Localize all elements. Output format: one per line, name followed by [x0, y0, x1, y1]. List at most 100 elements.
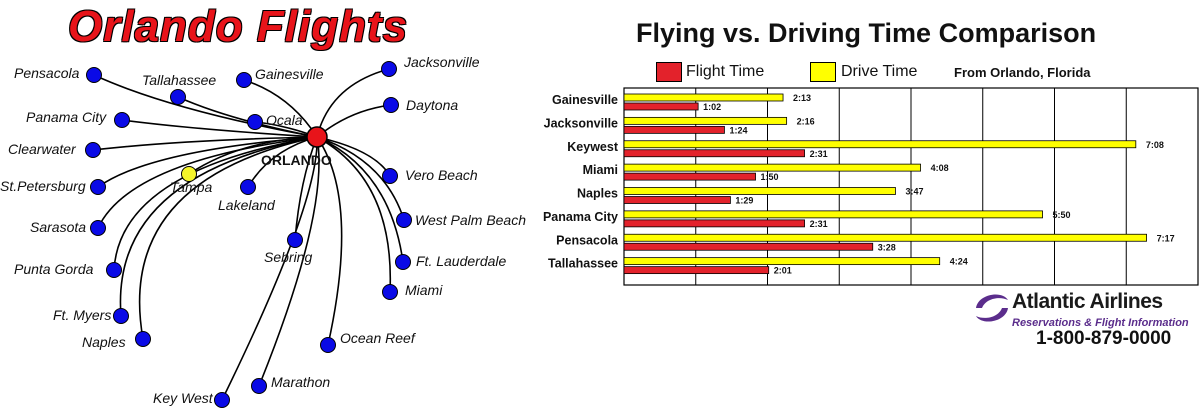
bar-drive-gainesville [623, 93, 784, 102]
bar-drive-tallahassee [623, 257, 941, 266]
city-label-miami: Miami [405, 282, 443, 298]
bar-drive-naples [623, 187, 896, 195]
city-marker-jacksonville [381, 61, 397, 77]
city-label-lakeland: Lakeland [218, 197, 276, 213]
route-line-ocean-reef [316, 136, 343, 346]
bar-flight-gainesville [623, 102, 699, 111]
data-label-flight-gainesville: 1:02 [703, 102, 721, 112]
route-line-st-petersburg [97, 136, 318, 188]
data-label-flight-miami: 1:50 [761, 172, 779, 182]
route-line-jacksonville [316, 68, 390, 138]
route-line-punta-gorda [113, 136, 318, 271]
category-label-keywest: Keywest [567, 140, 619, 154]
city-label-panama-city: Panama City [26, 109, 107, 125]
city-label-ft-lauderdale: Ft. Lauderdale [416, 253, 506, 269]
city-marker-st-petersburg [90, 179, 106, 195]
bar-drive-pensacola [623, 233, 1147, 242]
bar-drive-keywest [623, 140, 1137, 149]
legend-label-flight: Flight Time [686, 63, 765, 80]
data-label-flight-panama-city: 2:31 [810, 219, 828, 229]
hub-marker-orlando [306, 126, 328, 148]
hub-label: ORLANDO [261, 152, 332, 168]
city-marker-daytona [383, 97, 399, 113]
city-marker-ocean-reef [320, 337, 336, 353]
data-label-drive-gainesville: 2:13 [793, 93, 811, 103]
bar-flight-panama-city [623, 219, 805, 228]
data-label-drive-miami: 4:08 [931, 163, 949, 173]
brand-name: Atlantic Airlines [1012, 290, 1163, 313]
city-marker-sebring [287, 232, 303, 248]
city-label-key-west: Key West [153, 390, 214, 406]
city-marker-lakeland [240, 179, 256, 195]
city-marker-gainesville [236, 72, 252, 88]
bar-drive-panama-city [623, 210, 1043, 219]
city-label-sebring: Sebring [264, 249, 312, 265]
route-line-sarasota [97, 136, 318, 229]
route-line-ft-myers [119, 136, 318, 317]
city-label-ft-myers: Ft. Myers [53, 307, 111, 323]
category-label-gainesville: Gainesville [552, 93, 618, 107]
data-label-drive-naples: 3:47 [905, 187, 923, 197]
city-label-ocala: Ocala [266, 112, 303, 128]
bar-chart: Gainesville 2:13 1:02 Jacksonville 2:16 1:24 K… [543, 87, 1199, 286]
brand-tagline: Reservations & Flight Information [1012, 317, 1189, 329]
category-label-miami: Miami [583, 163, 618, 177]
route-line-panama-city [121, 119, 318, 138]
city-marker-punta-gorda [106, 262, 122, 278]
data-label-drive-panama-city: 5:50 [1053, 210, 1071, 220]
chart-subtitle: From Orlando, Florida [954, 65, 1091, 80]
city-label-daytona: Daytona [406, 97, 458, 113]
city-marker-pensacola [86, 67, 102, 83]
city-marker-key-west [214, 392, 230, 408]
city-label-naples: Naples [82, 334, 126, 350]
city-label-clearwater: Clearwater [8, 141, 77, 157]
city-markers: Pensacola Tallahassee Gainesville Jacksonvi… [0, 54, 526, 408]
data-label-drive-keywest: 7:08 [1146, 140, 1164, 150]
route-line-clearwater [92, 136, 318, 151]
bar-flight-miami [623, 172, 756, 181]
bar-flight-naples [623, 196, 731, 204]
city-marker-clearwater [85, 142, 101, 158]
route-line-ft-lauderdale [316, 136, 404, 263]
city-marker-vero-beach [382, 168, 398, 184]
chart-title: Flying vs. Driving Time Comparison [636, 18, 1097, 48]
data-label-drive-tallahassee: 4:24 [950, 257, 968, 267]
legend-swatch-drive [810, 62, 836, 82]
city-label-pensacola: Pensacola [14, 65, 80, 81]
city-marker-naples [135, 331, 151, 347]
data-label-flight-pensacola: 3:28 [878, 242, 896, 252]
city-marker-sarasota [90, 220, 106, 236]
brand-block: Atlantic Airlines Reservations & Flight … [972, 290, 1197, 350]
route-line-west-palm-beach [316, 136, 405, 221]
data-label-drive-pensacola: 7:17 [1157, 233, 1175, 243]
city-marker-tampa [181, 166, 197, 182]
data-label-flight-jacksonville: 1:24 [729, 125, 747, 135]
city-label-vero-beach: Vero Beach [405, 167, 478, 183]
city-marker-west-palm-beach [396, 212, 412, 228]
bar-drive-miami [623, 163, 921, 172]
category-label-panama-city: Panama City [543, 210, 618, 224]
city-label-marathon: Marathon [271, 374, 330, 390]
city-label-sarasota: Sarasota [30, 219, 86, 235]
legend-label-drive: Drive Time [841, 63, 918, 80]
map-title: Orlando Flights [68, 2, 409, 51]
category-label-naples: Naples [577, 187, 618, 201]
city-marker-miami [382, 284, 398, 300]
city-label-tallahassee: Tallahassee [142, 72, 216, 88]
bar-flight-keywest [623, 149, 805, 158]
bar-flight-tallahassee [623, 266, 770, 275]
city-marker-ft-lauderdale [395, 254, 411, 270]
category-label-pensacola: Pensacola [556, 233, 619, 247]
city-label-tampa: Tampa [170, 179, 213, 195]
city-marker-ocala [247, 114, 263, 130]
category-label-tallahassee: Tallahassee [548, 257, 618, 271]
city-label-punta-gorda: Punta Gorda [14, 261, 94, 277]
bar-flight-pensacola [623, 242, 874, 251]
category-label-jacksonville: Jacksonville [544, 116, 618, 130]
city-label-st-petersburg: St.Petersburg [0, 178, 86, 194]
brand-phone: 1-800-879-0000 [1036, 328, 1172, 349]
city-label-gainesville: Gainesville [255, 66, 324, 82]
atlantic-swirl-logo-icon [976, 294, 1008, 322]
city-label-ocean-reef: Ocean Reef [340, 330, 417, 346]
